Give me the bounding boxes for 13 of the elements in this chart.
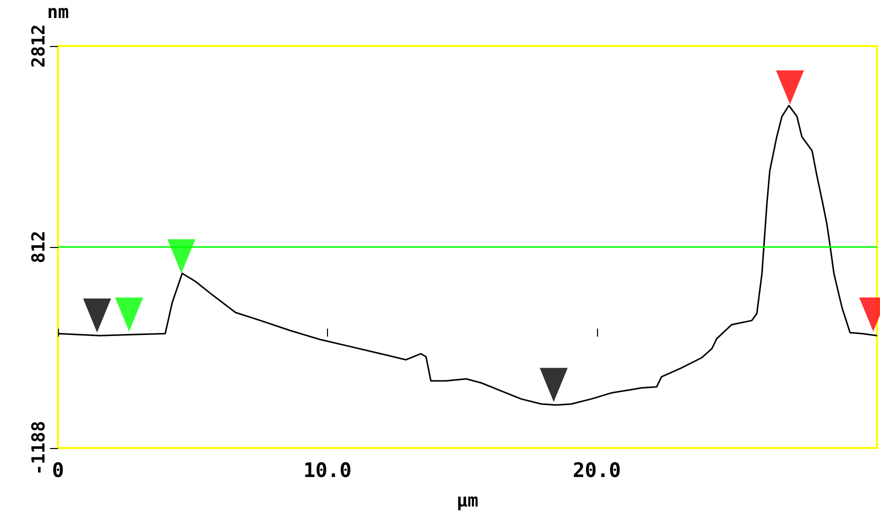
point bbox=[115, 298, 144, 332]
x-tick-label: 0 bbox=[52, 458, 64, 482]
line-series bbox=[57, 104, 878, 406]
point bbox=[83, 298, 112, 333]
x-tick-label: 20.0 bbox=[572, 458, 621, 482]
y-axis-title: nm bbox=[47, 2, 69, 23]
point bbox=[540, 368, 568, 402]
point bbox=[167, 239, 196, 274]
x-tick-label: 10.0 bbox=[303, 458, 352, 482]
y-tick-label: -1188 bbox=[28, 420, 50, 476]
y-tick-label: 2812 bbox=[28, 24, 50, 68]
x-axis-title: µm bbox=[456, 490, 478, 512]
y-tick-label: 812 bbox=[28, 230, 50, 264]
